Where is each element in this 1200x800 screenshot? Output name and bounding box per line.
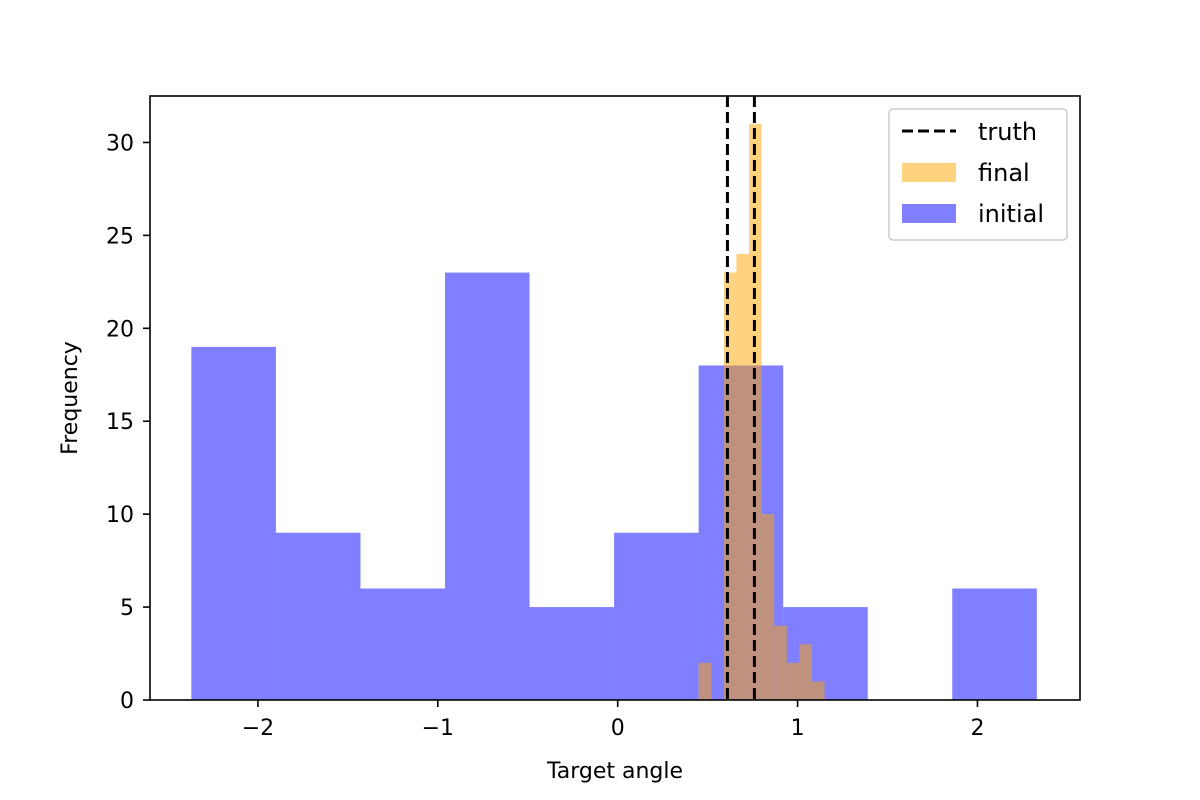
initial-bar	[191, 346, 276, 700]
y-tick-label: 25	[106, 224, 134, 249]
legend-final-label: final	[978, 159, 1030, 187]
legend-initial-label: initial	[978, 200, 1044, 228]
initial-bar	[360, 588, 446, 700]
x-axis: −2 −1 0 1 2	[242, 700, 984, 741]
final-bar	[698, 662, 712, 700]
x-tick-label: −2	[242, 716, 274, 741]
plot-frame	[149, 95, 1081, 701]
final-bar	[736, 253, 750, 700]
initial-bar	[952, 588, 1037, 700]
final-bar	[723, 272, 737, 700]
final-bars	[698, 123, 825, 700]
final-bar	[811, 681, 825, 700]
x-tick-label: −1	[422, 716, 454, 741]
y-axis: 0 5 10 15 20 25 30	[106, 131, 150, 714]
legend-final-swatch	[902, 163, 956, 182]
initial-bar	[614, 532, 699, 700]
y-tick-label: 30	[106, 131, 134, 156]
final-bar	[749, 123, 762, 700]
initial-bar	[275, 532, 361, 700]
x-axis-label: Target angle	[546, 759, 683, 784]
initial-bar	[445, 272, 530, 700]
legend: truth final initial	[888, 108, 1068, 241]
y-tick-label: 0	[120, 689, 134, 714]
final-bar	[761, 514, 775, 700]
legend-initial-swatch	[902, 204, 956, 223]
truth-lines	[725, 96, 756, 700]
final-bar	[799, 644, 812, 700]
y-tick-label: 15	[106, 410, 134, 435]
legend-truth-label: truth	[978, 118, 1037, 146]
y-tick-label: 20	[106, 317, 134, 342]
x-tick-label: 2	[970, 716, 984, 741]
y-axis-label: Frequency	[58, 341, 83, 455]
x-tick-label: 0	[611, 716, 625, 741]
final-bar	[774, 625, 787, 700]
final-bar	[786, 662, 800, 700]
y-tick-label: 10	[106, 503, 134, 528]
initial-bar	[529, 607, 615, 700]
y-tick-label: 5	[120, 596, 134, 621]
x-tick-label: 1	[791, 716, 805, 741]
